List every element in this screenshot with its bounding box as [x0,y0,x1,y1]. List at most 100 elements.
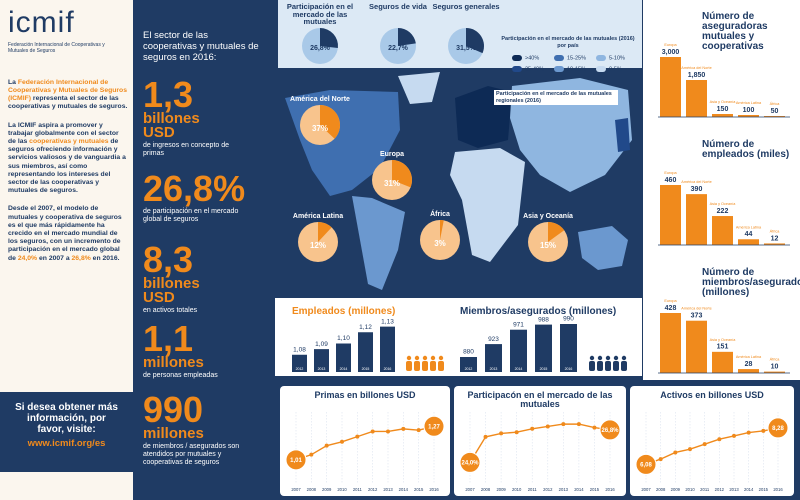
bar-value-label: 390 [691,186,703,193]
stat: 1,1 millones de personas empleadas [143,318,261,380]
bar [460,357,477,372]
bar-value-label: 923 [488,336,499,343]
bar [292,354,307,372]
bar [764,243,785,245]
point [545,424,550,429]
point [658,457,663,462]
point [386,429,390,434]
point [459,451,481,473]
pie-wedge [320,28,338,49]
legend-swatch [596,55,606,61]
bar [738,115,759,117]
logo-subtitle: Federación Internacional de Cooperativas… [8,42,105,54]
point [514,430,519,435]
contact-link[interactable]: www.icmif.org/es [27,438,106,449]
stat-description: en activos totales [143,307,198,314]
text: Desde el 2007, el modelo de mutuales y c… [8,205,122,262]
legend-swatch [554,66,564,72]
point [592,425,597,430]
x-tick-label: 2013 [559,487,569,492]
intro: La Federación Internacional de Cooperati… [8,72,128,273]
pie-label: 37% [312,124,328,133]
legend-label: 25-40% [525,66,544,72]
oceania [578,226,628,270]
point [530,426,535,431]
pie-label: 22,7% [388,45,409,52]
x-tick-label: 2014 [574,487,584,492]
x-tick-label: 2012 [715,487,725,492]
stat-description: de participación en el mercado global de… [143,208,239,223]
bar [712,216,733,245]
point [285,449,307,471]
x-tick-label: 2015 [759,487,769,492]
point [483,434,488,439]
x-tick-label: 2015 [590,487,600,492]
point-label: 8,28 [772,426,784,432]
person-icon [422,361,428,371]
stat-value: 1,1 [143,318,194,359]
point [309,452,314,457]
bar [314,349,329,372]
stat-unit: millones [143,425,204,442]
bar-category: África [770,358,781,362]
bar-value-label: 880 [463,349,474,356]
legend-swatch [512,55,522,61]
bar [380,326,395,372]
chart-title: Número de aseguradoras mutuales y cooper… [702,11,768,52]
x-tick-label: 2008 [307,487,317,492]
bar-value-label: 460 [665,177,677,184]
line [469,423,611,463]
pie-category: África [430,209,450,218]
pie-label: 3% [434,239,446,248]
bar [336,343,351,372]
bar-category: 2013 [490,367,498,371]
pie-wedge [466,28,484,54]
x-tick-label: 2012 [368,487,378,492]
bar-value-label: 151 [717,344,729,351]
person-icon [613,355,619,361]
pie-category: Participación en el mercado de las mutua… [286,2,354,26]
chart-title: Empleados (millones) [292,306,396,317]
x-tick-label: 2009 [496,487,506,492]
x-tick-label: 2010 [337,487,347,492]
stat-unit: billones USD [143,275,200,306]
bar-value-label: 1,08 [293,346,306,353]
bar-category: África [770,102,781,106]
africa [450,148,525,262]
person-icon [438,361,444,371]
bar-value-label: 428 [665,305,677,312]
bar-value-label: 44 [745,231,753,238]
stat-description: de personas empleadas [143,372,218,379]
bar-category: América Latina [736,355,762,359]
bar-value-label: 50 [771,108,779,115]
bar-value-label: 150 [717,106,729,113]
legend-swatch [596,66,606,72]
person-icon [589,355,595,361]
pie-category: América del Norte [290,96,350,103]
bar-category: América Latina [736,225,762,229]
contact-box: Si desea obtener más información, por fa… [0,392,133,472]
bar-value-label: 28 [745,361,753,368]
person-icon [597,361,603,371]
pie-category: América Latina [293,213,343,220]
stat: 26,8% de participación en el mercado glob… [143,171,261,224]
text: La ICMIF aspira a promover y trabajar gl… [8,121,119,146]
stat-value: 8,3 [143,239,194,280]
x-tick-label: 2008 [481,487,491,492]
bar-value-label: 100 [743,107,755,114]
bar-value-label: 1,13 [381,318,394,325]
person-icon [597,355,603,361]
person-icon [414,355,420,361]
point [423,415,445,437]
person-icon [406,361,412,371]
regional-pies-title: Participación en el mercado de las mutua… [494,90,618,105]
point [416,428,421,433]
point [767,417,789,439]
person-icon [605,361,611,371]
stat-value: 1,3 [143,74,194,115]
person-icon [414,361,420,371]
highlight: 26,8% [71,254,91,262]
stat: 8,3 billones USD en activos totales [143,239,261,315]
